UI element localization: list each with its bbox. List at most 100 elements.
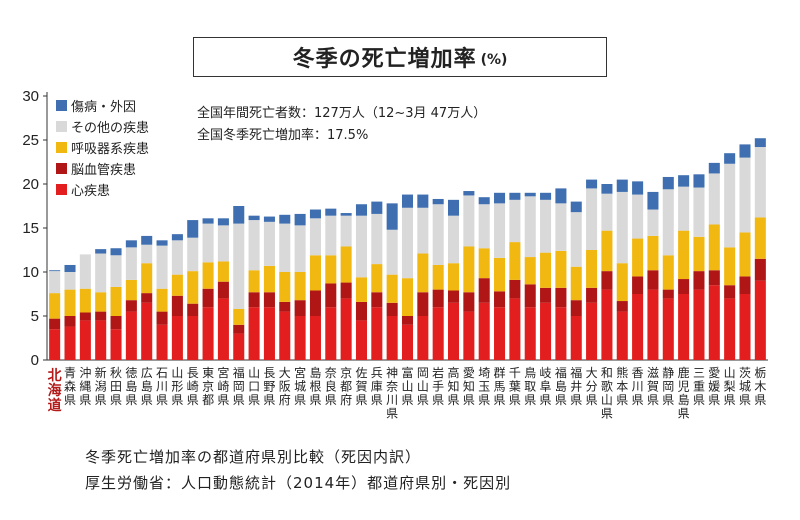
bar-segment-3 (386, 274, 398, 303)
bar-segment-3 (64, 289, 76, 316)
bar-segment-1 (233, 333, 245, 360)
bar-segment-3 (217, 261, 229, 282)
bar-segment-4 (540, 199, 552, 253)
bar-segment-2 (616, 301, 628, 312)
bar-segment-3 (432, 264, 444, 290)
bar-segment-2 (693, 271, 705, 290)
bar-segment-2 (647, 270, 659, 290)
category-label: 静岡県 (662, 366, 674, 407)
category-label: 石川県 (156, 366, 168, 407)
bar-segment-3 (632, 238, 644, 277)
bar-segment-4 (355, 215, 368, 278)
bar-segment-5 (601, 184, 613, 194)
bar-segment-1 (141, 302, 153, 360)
bar-segment-4 (494, 203, 506, 258)
bar-segment-5 (586, 179, 598, 189)
bar-segment-2 (217, 281, 229, 299)
bar-segment-3 (678, 230, 690, 280)
bar-segment-4 (263, 221, 275, 266)
bar-segment-2 (494, 291, 506, 308)
bar-segment-2 (632, 276, 644, 294)
bar-segment-1 (386, 316, 398, 360)
bar-segment-1 (447, 302, 460, 360)
bar-segment-5 (141, 235, 153, 245)
bar-segment-1 (64, 326, 76, 360)
bar-segment-2 (95, 311, 107, 321)
bar-segment-3 (248, 270, 260, 293)
bar-segment-3 (693, 236, 705, 272)
bar-segment-5 (616, 179, 628, 192)
chart-title-box: 冬季の死亡増加率 (%) (193, 37, 607, 77)
bar-segment-4 (555, 203, 567, 251)
legend-swatch (56, 142, 67, 153)
bar-segment-2 (540, 287, 552, 303)
bar-segment-1 (248, 307, 260, 360)
bar-segment-2 (125, 300, 137, 312)
legend-label: その他の疾患 (71, 121, 149, 136)
bar-segment-2 (724, 285, 736, 299)
bar-segment-3 (463, 246, 475, 293)
bar-segment-1 (279, 311, 291, 360)
bar-segment-1 (463, 311, 475, 360)
bar-segment-4 (340, 215, 352, 247)
category-label: 福岡県 (233, 365, 245, 407)
bar-segment-1 (601, 289, 613, 360)
bar-segment-1 (417, 316, 429, 360)
category-label: 栃木県 (754, 366, 766, 407)
bar-segment-2 (279, 301, 291, 312)
bar-segment-1 (632, 294, 644, 360)
bar-segment-2 (509, 279, 521, 299)
bar-segment-3 (555, 250, 567, 288)
bar-segment-3 (371, 264, 383, 293)
bar-segment-2 (417, 292, 429, 316)
bar-segment-4 (279, 223, 291, 272)
category-label: 秋田県 (110, 366, 122, 407)
bar-segment-1 (678, 294, 690, 360)
category-label: 山形県 (171, 366, 183, 407)
bar-segment-5 (294, 213, 306, 226)
legend-label: 脳血管疾患 (71, 163, 136, 178)
bar-segment-5 (524, 192, 536, 197)
bar-segment-4 (386, 229, 398, 275)
chart-title-unit: (%) (480, 52, 508, 68)
bar-segment-1 (156, 324, 168, 360)
category-label: 青森県 (64, 366, 76, 407)
bar-segment-1 (202, 307, 214, 360)
bar-segment-1 (708, 285, 720, 360)
chart-title: 冬季の死亡増加率 (292, 47, 477, 72)
legend-swatch (56, 184, 67, 195)
bar-segment-3 (478, 248, 490, 279)
bar-segment-4 (64, 272, 76, 290)
bar-segment-2 (401, 316, 414, 325)
bar-segment-1 (739, 294, 751, 360)
bar-segment-2 (187, 303, 199, 316)
bar-segment-2 (739, 276, 751, 294)
bar-segment-5 (463, 191, 475, 196)
bar-segment-1 (570, 316, 582, 360)
category-label: 福島県 (555, 365, 567, 407)
bar-segment-3 (309, 255, 321, 291)
category-label: 宮城県 (294, 365, 306, 407)
legend-label: 心疾患 (71, 184, 110, 199)
category-label: 佐賀県 (355, 366, 367, 407)
bar-segment-3 (340, 246, 352, 283)
category-label: 東京都 (202, 366, 214, 407)
annotation-text: 全国冬季死亡増加率：17.5% (197, 127, 368, 143)
y-tick-label: 5 (31, 308, 39, 325)
category-label: 千葉県 (509, 366, 521, 407)
bar-segment-3 (187, 271, 199, 304)
y-tick-label: 20 (22, 176, 39, 193)
bar-segment-3 (540, 252, 552, 288)
bar-segment-1 (647, 289, 659, 360)
bar-segment-4 (171, 240, 183, 275)
category-label: 三重県 (693, 366, 705, 407)
bar-segment-2 (463, 292, 475, 312)
bar-segment-4 (110, 255, 122, 287)
bar-segment-2 (371, 292, 383, 308)
bar-segment-4 (417, 207, 429, 254)
bar-segment-3 (724, 247, 736, 286)
bar-segment-4 (570, 212, 582, 267)
bar-segment-2 (754, 258, 766, 281)
category-label: 長崎県 (187, 366, 199, 407)
